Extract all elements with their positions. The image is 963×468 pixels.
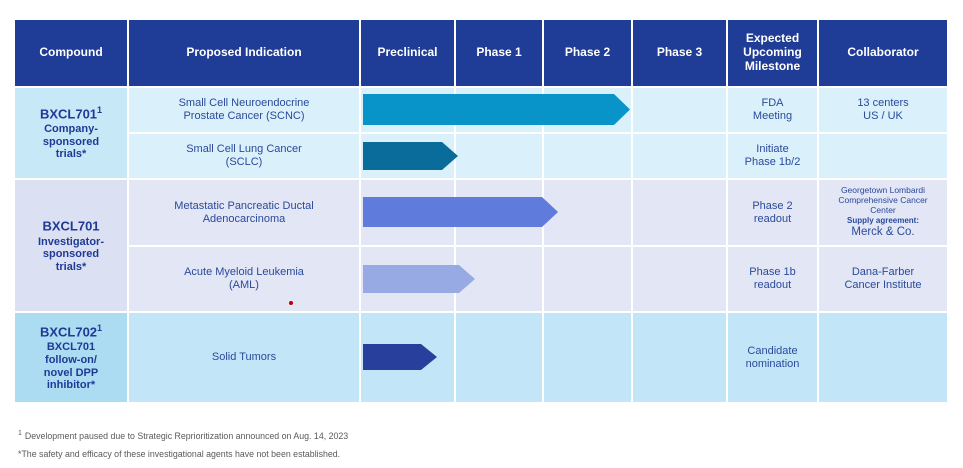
pipeline-table: Compound Proposed Indication Preclinical… xyxy=(15,20,947,402)
progress-arrow-scnc xyxy=(363,94,630,125)
collaborator-cell-sclc xyxy=(819,134,947,178)
progress-arrow-aml xyxy=(363,265,475,293)
compound-name: BXCL7011 xyxy=(39,104,103,122)
phase-cell xyxy=(544,180,631,245)
phase-cell xyxy=(633,134,726,178)
collaborator-cell-aml: Dana-Farber Cancer Institute xyxy=(819,247,947,311)
indication-cell-sclc: Small Cell Lung Cancer (SCLC) xyxy=(129,134,359,178)
collaborator-cell-solid-tumors xyxy=(819,313,947,402)
column-header-phase-3: Phase 3 xyxy=(633,20,726,86)
phase-cell xyxy=(544,313,631,402)
column-header-collaborator: Collaborator xyxy=(819,20,947,86)
footnote-text: The safety and efficacy of these investi… xyxy=(21,449,341,459)
phase-cell xyxy=(633,313,726,402)
red-dot-mark xyxy=(289,301,293,305)
footnote-marker: 1 xyxy=(18,430,22,437)
phase-cell xyxy=(456,134,542,178)
footnote-development-paused: 1 Development paused due to Strategic Rep… xyxy=(18,430,348,441)
compound-subtitle: BXCL701 follow-on/ novel DPP inhibitor* xyxy=(43,341,99,392)
indication-cell-aml: Acute Myeloid Leukemia (AML) xyxy=(129,247,359,311)
milestone-cell-solid-tumors: Candidate nomination xyxy=(728,313,817,402)
compound-footnote-marker: 1 xyxy=(97,323,103,334)
column-header-phase-2: Phase 2 xyxy=(544,20,631,86)
compound-subtitle: Investigator- sponsored trials* xyxy=(37,235,104,273)
compound-cell-bxcl702: BXCL7021 BXCL701 follow-on/ novel DPP in… xyxy=(15,313,127,402)
collaborator-cell-pancreatic: Georgetown Lombardi Comprehensive Cancer… xyxy=(819,180,947,245)
supply-agreement-label: Supply agreement: xyxy=(846,216,919,226)
supply-agreement-partner: Merck & Co. xyxy=(851,225,915,238)
phase-cell xyxy=(544,134,631,178)
milestone-cell-pancreatic: Phase 2 readout xyxy=(728,180,817,245)
compound-subtitle: Company- sponsored trials* xyxy=(42,123,100,161)
phase-cell xyxy=(544,247,631,311)
milestone-cell-scnc: FDA Meeting xyxy=(728,88,817,132)
footnote-safety-efficacy: *The safety and efficacy of these invest… xyxy=(18,449,340,459)
progress-arrow-pancreatic xyxy=(363,197,558,227)
phase-cell xyxy=(633,180,726,245)
progress-arrow-sclc xyxy=(363,142,458,170)
collaborator-cell-scnc: 13 centers US / UK xyxy=(819,88,947,132)
indication-cell-pancreatic: Metastatic Pancreatic Ductal Adenocarcin… xyxy=(129,180,359,245)
column-header-preclinical: Preclinical xyxy=(361,20,454,86)
milestone-cell-sclc: Initiate Phase 1b/2 xyxy=(728,134,817,178)
indication-cell-scnc: Small Cell Neuroendocrine Prostate Cance… xyxy=(129,88,359,132)
milestone-cell-aml: Phase 1b readout xyxy=(728,247,817,311)
compound-cell-bxcl701-company: BXCL7011 Company- sponsored trials* xyxy=(15,88,127,178)
phase-cell xyxy=(633,247,726,311)
compound-name: BXCL701 xyxy=(42,218,100,234)
column-header-proposed-indication: Proposed Indication xyxy=(129,20,359,86)
collaborator-name: Georgetown Lombardi Comprehensive Cancer… xyxy=(838,185,928,215)
compound-cell-bxcl701-investigator: BXCL701 Investigator- sponsored trials* xyxy=(15,180,127,311)
indication-cell-solid-tumors: Solid Tumors xyxy=(129,313,359,402)
footnote-text: Development paused due to Strategic Repr… xyxy=(24,430,349,441)
column-header-expected-upcoming-milestone: Expected Upcoming Milestone xyxy=(728,20,817,86)
compound-footnote-marker: 1 xyxy=(97,104,103,115)
phase-cell xyxy=(633,88,726,132)
progress-arrow-solid-tumors xyxy=(363,344,437,370)
column-header-compound: Compound xyxy=(15,20,127,86)
compound-name: BXCL7021 xyxy=(39,323,103,340)
footnote-marker: * xyxy=(18,449,22,459)
phase-cell xyxy=(456,313,542,402)
column-header-phase-1: Phase 1 xyxy=(456,20,542,86)
